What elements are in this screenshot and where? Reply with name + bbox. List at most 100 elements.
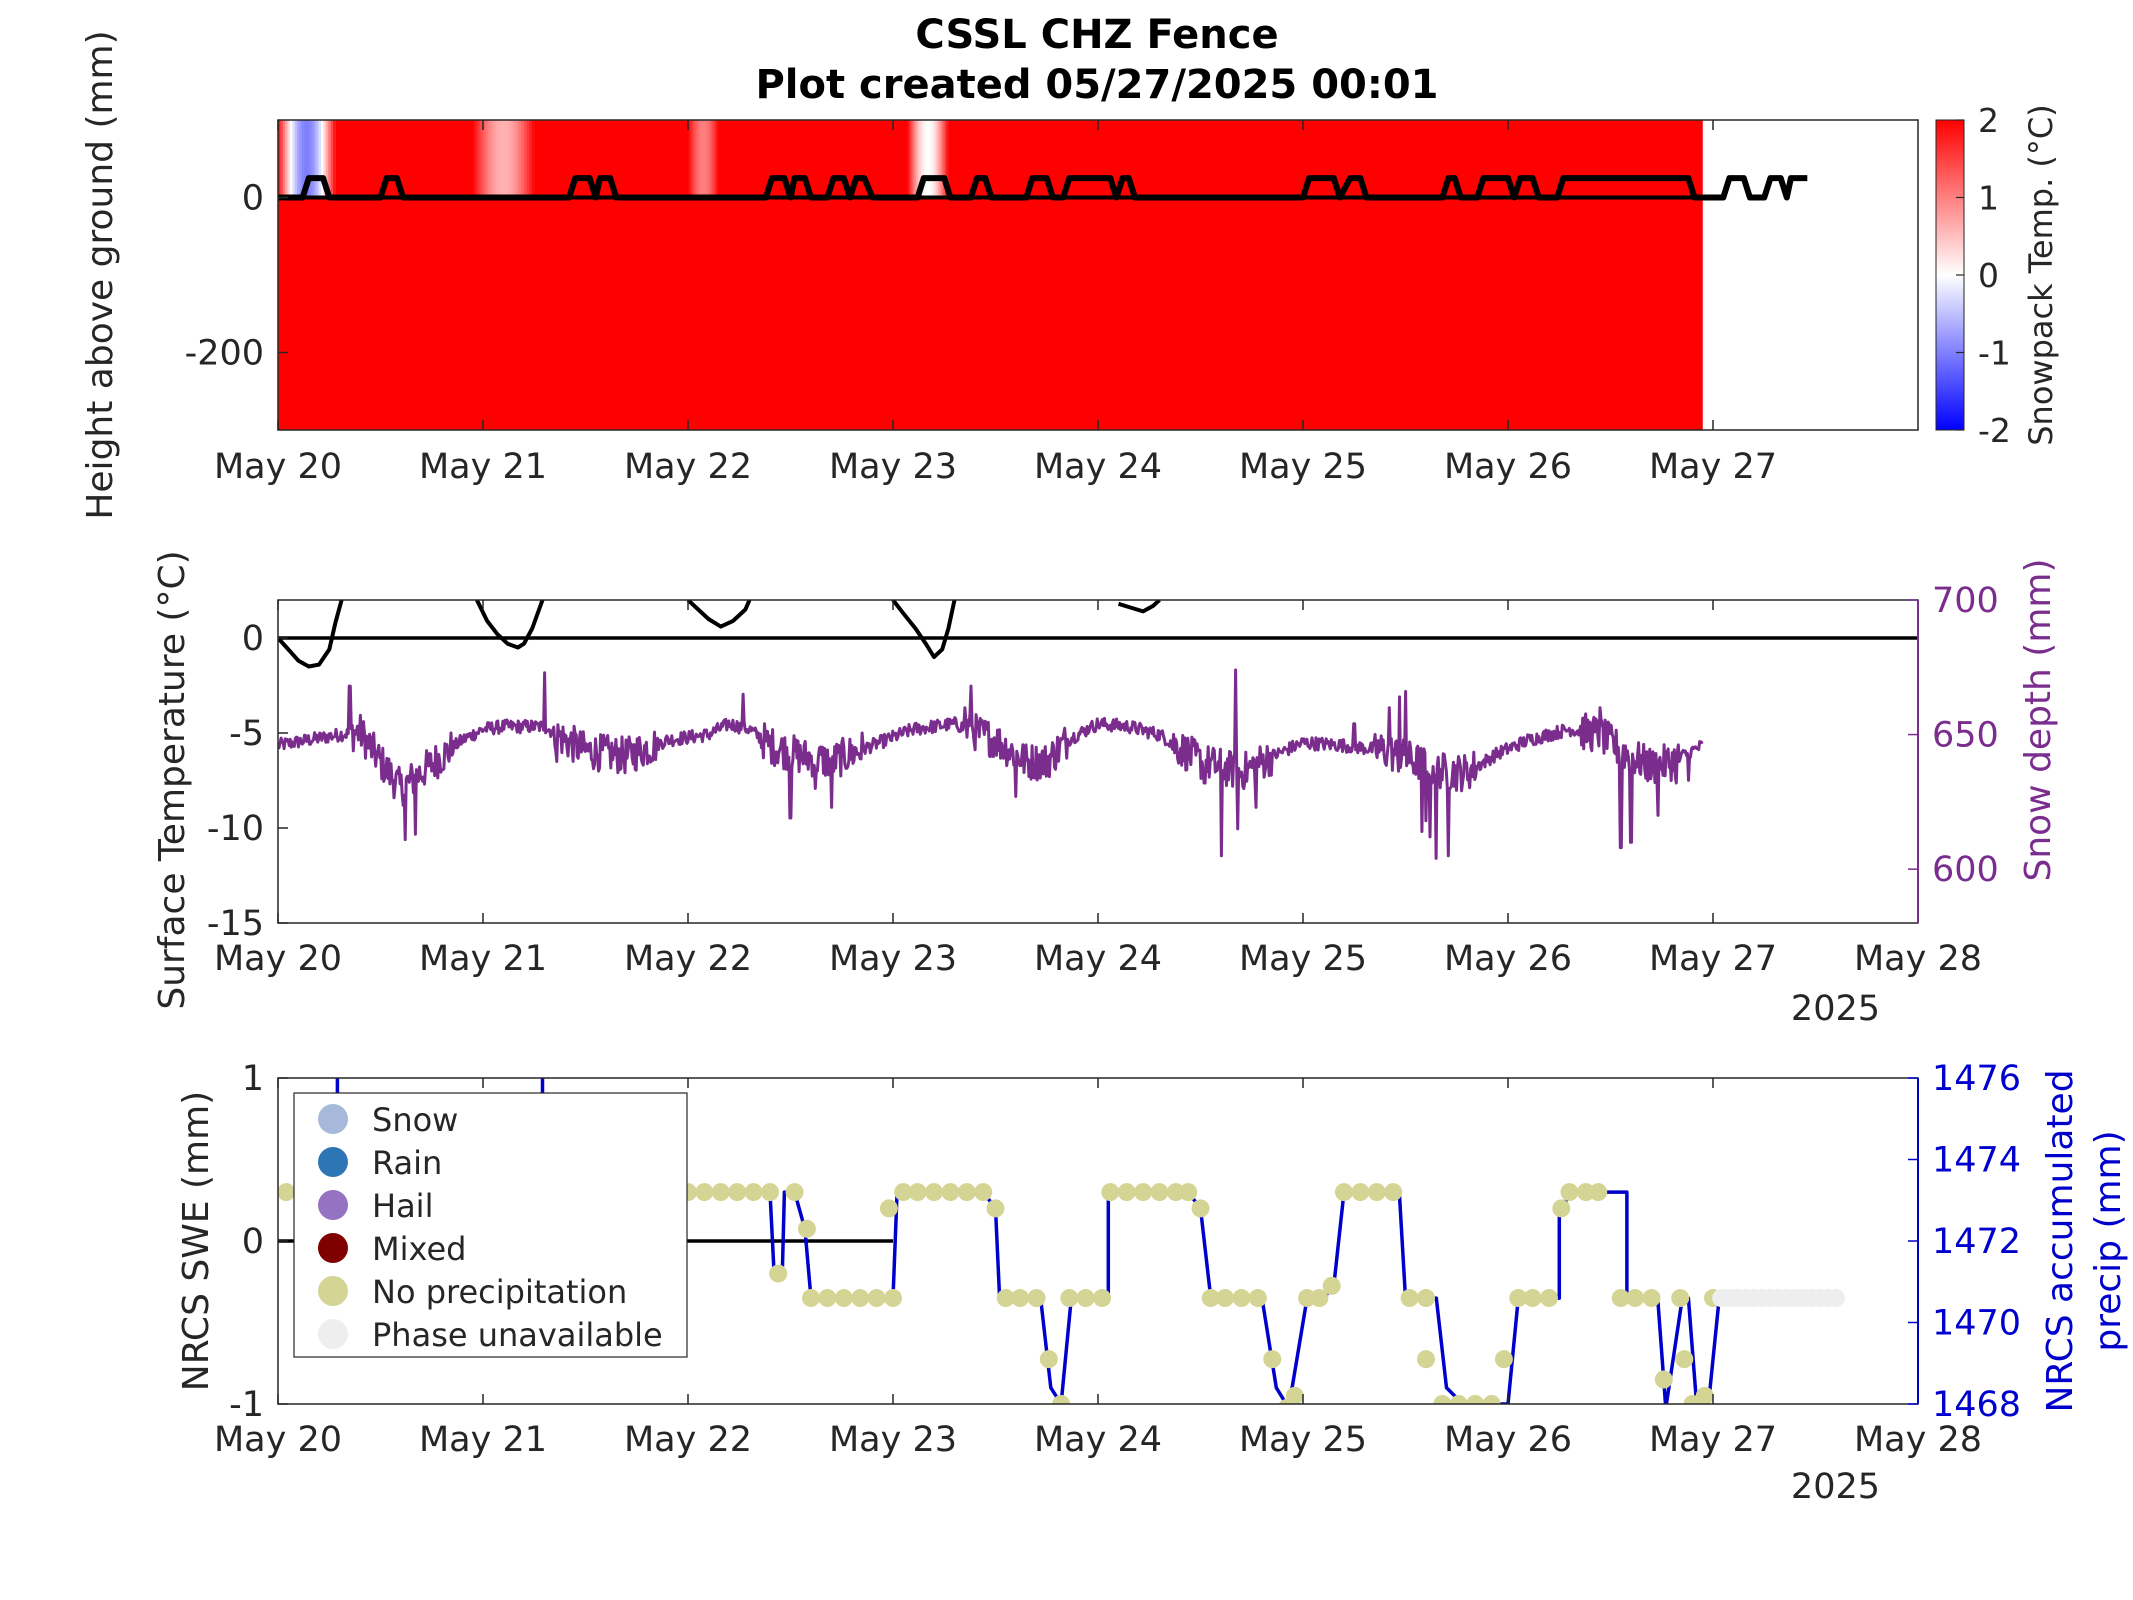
heatmap-cell — [917, 120, 920, 198]
nrcs-swe-precip-chart: May 20 May 21 May 22 May 23 May 24 May 25 May … — [176, 1059, 2129, 1507]
surface-temp-snow-depth-chart: May 20 May 21 May 22 May 23 May 24 May 25 May … — [152, 550, 2059, 1029]
no-precip-dot — [1523, 1289, 1542, 1308]
no-precip-dot — [1216, 1289, 1235, 1308]
no-precip-dot — [1642, 1289, 1661, 1308]
no-precip-dot — [884, 1289, 902, 1308]
y-tick-label: -5 — [229, 714, 264, 754]
heatmap-cell — [699, 120, 702, 198]
colorbar-tick-label: 1 — [1978, 179, 1999, 218]
heatmap-cell — [292, 120, 296, 198]
no-precip-dot — [711, 1183, 730, 1202]
heatmap-cell — [488, 120, 492, 198]
heatmap-cell — [490, 120, 494, 198]
heatmap-cell — [698, 120, 701, 198]
no-precip-dot — [818, 1289, 837, 1308]
heatmap-cell — [939, 120, 943, 198]
heatmap-cell — [325, 120, 329, 198]
surface-temp-line — [475, 600, 545, 650]
no-precip-dot — [761, 1183, 779, 1202]
snow-depth-line — [278, 668, 1704, 860]
no-precip-dot — [894, 1183, 913, 1202]
colorbar-tick-label: -2 — [1978, 411, 2011, 450]
x-tick-label: May 22 — [624, 1420, 752, 1460]
no-precip-dot — [1101, 1183, 1120, 1202]
legend-marker — [318, 1233, 348, 1263]
heatmap-cell — [714, 120, 717, 198]
no-precip-dot — [1285, 1386, 1304, 1404]
heatmap-cell — [318, 120, 322, 198]
no-precip-dot — [1351, 1183, 1370, 1202]
no-precip-dot — [1576, 1183, 1595, 1202]
heatmap-cell — [294, 120, 298, 198]
heatmap-cell — [306, 120, 310, 198]
no-precip-dot — [867, 1289, 886, 1308]
y-tick-label: 0 — [242, 179, 264, 219]
no-precip-dot — [1191, 1199, 1210, 1218]
snow-surface-line — [278, 175, 1808, 201]
no-precip-dot — [1076, 1289, 1095, 1308]
x-tick-label: May 26 — [1444, 939, 1572, 979]
heatmap-cell — [912, 120, 915, 198]
snowpack-temperature-heatmap: May 20 May 21 May 22 May 23 May 24 May 25 May … — [80, 30, 2060, 519]
no-precip-dot — [1052, 1395, 1071, 1404]
heatmap-cell — [907, 120, 910, 198]
no-precip-dot — [1494, 1350, 1513, 1369]
heatmap-cell — [513, 120, 517, 198]
figure-title-line1: CSSL CHZ Fence — [915, 12, 1278, 58]
x-tick-label: May 22 — [624, 939, 752, 979]
heatmap-cell — [301, 120, 305, 198]
no-precip-dot — [1179, 1183, 1198, 1202]
heatmap-cell — [921, 120, 924, 198]
no-precip-dot — [1060, 1289, 1079, 1308]
heatmap-cell — [330, 120, 334, 198]
y-tick-label: -200 — [185, 334, 264, 374]
panel2-ylabel: Surface Temperature (°C) — [152, 550, 193, 1009]
no-precip-dot — [1322, 1276, 1341, 1295]
heatmap-cell — [511, 120, 515, 198]
colorbar-tick-label: -1 — [1978, 334, 2011, 373]
panel2-year-label: 2025 — [1791, 989, 1880, 1029]
heatmap-cell — [516, 120, 520, 198]
heatmap-cell — [700, 120, 703, 198]
heatmap-cell — [483, 120, 487, 198]
heatmap-cell — [707, 120, 710, 198]
figure-title-line2: Plot created 05/27/2025 00:01 — [755, 62, 1438, 108]
no-precip-dot — [1384, 1183, 1403, 1202]
no-precip-dot — [957, 1183, 976, 1202]
no-precip-dot — [851, 1289, 870, 1308]
x-tick-label: May 21 — [419, 939, 547, 979]
x-tick-label: May 25 — [1239, 447, 1367, 487]
no-precip-dot — [1093, 1289, 1112, 1308]
heatmap-cell — [529, 120, 533, 198]
no-precip-dot — [1310, 1289, 1329, 1308]
x-tick-label: May 24 — [1034, 939, 1162, 979]
heatmap-cell — [524, 120, 528, 198]
heatmap-cell — [323, 120, 327, 198]
surface-temp-line — [278, 600, 344, 669]
no-precip-dot — [1509, 1289, 1528, 1308]
heatmap-cell — [709, 120, 712, 198]
x-tick-label: May 23 — [829, 1420, 957, 1460]
surface-temp-line — [891, 600, 957, 659]
no-precip-dot — [1671, 1289, 1690, 1308]
legend: Snow Rain Hail Mixed No precipitation Phase u… — [293, 1092, 688, 1358]
heatmap-cell — [703, 120, 706, 198]
heatmap-cell — [694, 120, 697, 198]
heatmap-cells — [278, 120, 1703, 430]
heatmap-cell — [480, 120, 484, 198]
heatmap-cell — [932, 120, 936, 198]
no-precip-dot — [908, 1183, 927, 1202]
y2-tick-label: 1470 — [1932, 1304, 2021, 1344]
no-precip-dot — [941, 1183, 960, 1202]
heatmap-cell — [693, 120, 696, 198]
no-precip-dot — [1134, 1183, 1153, 1202]
surface-temp-line — [1117, 600, 1161, 614]
legend-label: Snow — [372, 1101, 458, 1139]
no-precip-dot — [797, 1219, 816, 1238]
y-tick-label: 1 — [242, 1059, 264, 1099]
heatmap-cell — [498, 120, 502, 198]
no-precip-dot — [834, 1289, 853, 1308]
colorbar-tick-label: 0 — [1978, 256, 1999, 295]
no-precip-dot — [1166, 1183, 1185, 1202]
